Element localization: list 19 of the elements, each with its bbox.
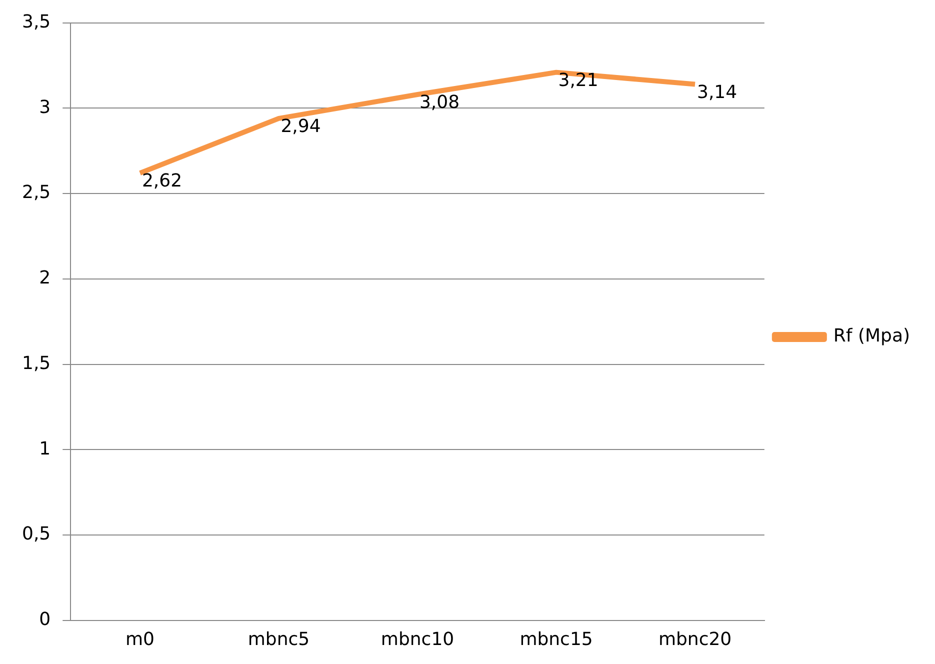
data-label: 3,14	[696, 82, 738, 103]
data-label: 2,94	[280, 116, 321, 138]
legend-label: Rf (Mpa)	[833, 326, 910, 347]
y-tick-label: 2,5	[22, 182, 51, 204]
y-tick-label: 0,5	[22, 524, 51, 545]
x-tick-label: mbnc15	[520, 628, 593, 650]
data-label: 3,21	[558, 70, 598, 91]
y-tick-label: 0	[39, 609, 51, 630]
y-tick-label: 1	[39, 438, 51, 460]
x-tick-label: mbnc5	[248, 628, 310, 650]
y-tick-label: 3,5	[22, 11, 51, 32]
x-tick-label: mbnc10	[380, 628, 454, 650]
x-tick-label: mbnc20	[658, 628, 732, 650]
x-tick-label: m0	[126, 628, 155, 650]
data-label: 3,08	[419, 92, 460, 114]
data-label: 2,62	[142, 170, 182, 192]
y-tick-label: 1,5	[22, 352, 51, 374]
y-tick-label: 2	[39, 268, 51, 289]
y-tick-label: 3	[39, 96, 51, 118]
